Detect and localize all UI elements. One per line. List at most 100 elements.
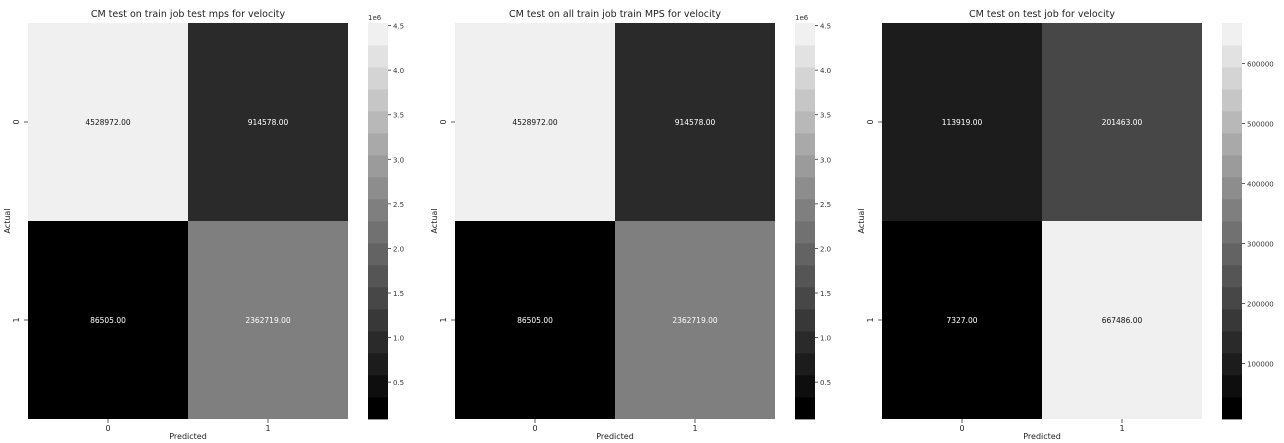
chart-2-colorbar-band-7 xyxy=(795,243,815,266)
chart-1-colorbar-tick-label-2: 1.5 xyxy=(393,290,404,298)
chart-3-cell-label-r0-c0: 113919.00 xyxy=(942,118,983,127)
chart-1-colorbar-band-12 xyxy=(368,133,388,156)
chart-1-colorbar-tick-label-4: 2.5 xyxy=(393,201,404,209)
chart-2-colorbar-band-2 xyxy=(795,353,815,376)
chart-1-cell-r0-c0 xyxy=(28,23,188,221)
chart-2-colorbar-band-15 xyxy=(795,67,815,90)
chart-1-colorbar-offset-label: 1e6 xyxy=(368,14,382,22)
chart-1-colorbar-tick-label-7: 4.0 xyxy=(393,67,404,75)
chart-3-colorbar-band-17 xyxy=(1222,23,1242,46)
chart-2-y-tick-label-0: 0 xyxy=(439,119,448,124)
chart-1-colorbar-tick-label-1: 1.0 xyxy=(393,335,404,343)
chart-3-cell-r0-c1 xyxy=(1042,23,1202,221)
chart-1-colorbar-band-1 xyxy=(368,375,388,398)
chart-2-cell-label-r1-c0: 86505.00 xyxy=(517,316,553,325)
chart-2-colorbar-band-5 xyxy=(795,287,815,310)
chart-3-colorbar-band-2 xyxy=(1222,353,1242,376)
chart-2-x-tick-label-1: 1 xyxy=(692,424,697,433)
chart-1-colorbar-band-6 xyxy=(368,265,388,288)
chart-1-colorbar-band-4 xyxy=(368,309,388,332)
chart-3-colorbar-band-0 xyxy=(1222,397,1242,420)
chart-1-colorbar-band-5 xyxy=(368,287,388,310)
chart-3-colorbar-tick-label-1: 200000 xyxy=(1247,300,1274,308)
chart-3-colorbar-band-12 xyxy=(1222,133,1242,156)
chart-3-cell-label-r1-c0: 7327.00 xyxy=(946,316,977,325)
chart-3-colorbar-band-4 xyxy=(1222,309,1242,332)
chart-1-cell-label-r0-c1: 914578.00 xyxy=(248,118,289,127)
chart-1-colorbar-band-2 xyxy=(368,353,388,376)
chart-2-colorbar-band-1 xyxy=(795,375,815,398)
chart-1-title: CM test on train job test mps for veloci… xyxy=(91,9,286,20)
chart-1-colorbar-band-15 xyxy=(368,67,388,90)
chart-1-x-axis-label: Predicted xyxy=(169,432,207,441)
chart-1-y-tick-label-1: 1 xyxy=(12,317,21,322)
chart-1-colorbar-band-14 xyxy=(368,89,388,112)
chart-2-cell-label-r0-c0: 4528972.00 xyxy=(512,118,558,127)
chart-3-colorbar-band-7 xyxy=(1222,243,1242,266)
chart-3-x-tick-label-1: 1 xyxy=(1119,424,1124,433)
chart-3-y-tick-label-1: 1 xyxy=(866,317,875,322)
chart-3-cell-r1-c1 xyxy=(1042,221,1202,419)
chart-3-colorbar-band-11 xyxy=(1222,155,1242,178)
chart-2-cell-r1-c0 xyxy=(455,221,615,419)
chart-2-title: CM test on all train job train MPS for v… xyxy=(509,9,721,20)
chart-2-colorbar-tick-label-5: 3.0 xyxy=(820,156,831,164)
chart-1-x-tick-label-1: 1 xyxy=(265,424,270,433)
chart-3-colorbar-band-8 xyxy=(1222,221,1242,244)
chart-1-x-tick-label-0: 0 xyxy=(105,424,110,433)
chart-1-colorbar-band-7 xyxy=(368,243,388,266)
chart-2-cell-r0-c1 xyxy=(615,23,775,221)
chart-2-colorbar-band-9 xyxy=(795,199,815,222)
chart-3-colorbar-band-13 xyxy=(1222,111,1242,134)
chart-1-cell-label-r1-c0: 86505.00 xyxy=(90,316,126,325)
chart-3-x-axis-label: Predicted xyxy=(1023,432,1061,441)
chart-2-colorbar-band-13 xyxy=(795,111,815,134)
chart-2-y-axis-label: Actual xyxy=(430,208,439,233)
chart-3-colorbar-band-14 xyxy=(1222,89,1242,112)
chart-3-title: CM test on test job for velocity xyxy=(969,9,1115,20)
chart-2-cell-r1-c1 xyxy=(615,221,775,419)
chart-3-colorbar-tick-label-3: 400000 xyxy=(1247,180,1274,188)
chart-1-cell-r0-c1 xyxy=(188,23,348,221)
chart-3-colorbar-band-1 xyxy=(1222,375,1242,398)
chart-1-colorbar-band-3 xyxy=(368,331,388,354)
chart-2-colorbar-band-17 xyxy=(795,23,815,46)
chart-2-colorbar-band-16 xyxy=(795,45,815,68)
chart-1-colorbar-band-16 xyxy=(368,45,388,68)
chart-1-colorbar-band-10 xyxy=(368,177,388,200)
chart-3-colorbar-tick-label-0: 100000 xyxy=(1247,360,1274,368)
chart-2-colorbar-tick-label-8: 4.5 xyxy=(820,23,831,31)
chart-2-x-tick-label-0: 0 xyxy=(532,424,537,433)
chart-2-colorbar-tick-label-1: 1.0 xyxy=(820,335,831,343)
chart-3-y-axis-label: Actual xyxy=(857,208,866,233)
chart-2-colorbar-tick-label-4: 2.5 xyxy=(820,201,831,209)
chart-2-colorbar-band-8 xyxy=(795,221,815,244)
chart-1-colorbar-tick-label-0: 0.5 xyxy=(393,379,404,387)
chart-1-cell-label-r1-c1: 2362719.00 xyxy=(245,316,291,325)
chart-3-colorbar-band-16 xyxy=(1222,45,1242,68)
chart-1-colorbar-band-17 xyxy=(368,23,388,46)
chart-2-cell-label-r0-c1: 914578.00 xyxy=(675,118,716,127)
chart-3-cell-label-r0-c1: 201463.00 xyxy=(1102,118,1143,127)
chart-3-colorbar-band-15 xyxy=(1222,67,1242,90)
chart-1-colorbar-tick-label-3: 2.0 xyxy=(393,245,404,253)
chart-2-colorbar-band-11 xyxy=(795,155,815,178)
chart-1-colorbar-tick-label-8: 4.5 xyxy=(393,23,404,31)
chart-2-cell-label-r1-c1: 2362719.00 xyxy=(672,316,718,325)
chart-1-cell-label-r0-c0: 4528972.00 xyxy=(85,118,131,127)
chart-2-colorbar-band-12 xyxy=(795,133,815,156)
chart-2-colorbar-tick-label-3: 2.0 xyxy=(820,245,831,253)
chart-1-colorbar-band-8 xyxy=(368,221,388,244)
chart-1-colorbar-tick-label-5: 3.0 xyxy=(393,156,404,164)
chart-3-colorbar-band-10 xyxy=(1222,177,1242,200)
chart-3-colorbar-band-5 xyxy=(1222,287,1242,310)
chart-3-cell-r0-c0 xyxy=(882,23,1042,221)
chart-2-colorbar-band-6 xyxy=(795,265,815,288)
chart-3-x-tick-label-0: 0 xyxy=(959,424,964,433)
chart-3-colorbar-tick-label-4: 500000 xyxy=(1247,120,1274,128)
chart-2-colorbar-tick-label-6: 3.5 xyxy=(820,112,831,120)
chart-3-colorbar-tick-label-2: 300000 xyxy=(1247,240,1274,248)
chart-2-x-axis-label: Predicted xyxy=(596,432,634,441)
chart-2-colorbar-band-0 xyxy=(795,397,815,420)
chart-1-colorbar-band-11 xyxy=(368,155,388,178)
